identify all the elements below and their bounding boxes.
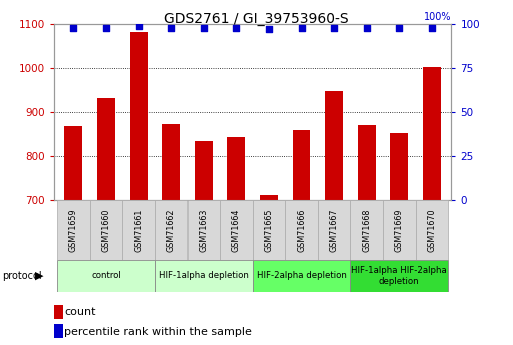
Bar xyxy=(57,260,155,292)
Bar xyxy=(416,200,448,260)
Point xyxy=(69,25,77,30)
Bar xyxy=(350,200,383,260)
Point xyxy=(395,25,403,30)
Point xyxy=(298,25,306,30)
Point xyxy=(134,23,143,29)
Text: GSM71659: GSM71659 xyxy=(69,208,78,252)
Text: GSM71664: GSM71664 xyxy=(232,209,241,252)
Bar xyxy=(285,200,318,260)
Bar xyxy=(253,200,285,260)
Bar xyxy=(65,126,83,345)
Text: GSM71662: GSM71662 xyxy=(167,208,175,252)
Text: count: count xyxy=(64,307,95,317)
Bar xyxy=(155,200,187,260)
Bar xyxy=(57,200,90,260)
Bar xyxy=(423,67,441,345)
Text: GSM71665: GSM71665 xyxy=(264,208,273,252)
Text: GSM71670: GSM71670 xyxy=(427,208,437,252)
Text: HIF-1alpha depletion: HIF-1alpha depletion xyxy=(159,272,249,280)
Point xyxy=(428,25,436,30)
Bar xyxy=(253,260,350,292)
Bar xyxy=(260,195,278,345)
Bar xyxy=(97,98,115,345)
Bar xyxy=(318,200,350,260)
Point xyxy=(167,25,175,30)
Point xyxy=(200,25,208,30)
Bar xyxy=(195,141,213,345)
Bar xyxy=(162,125,180,345)
Text: ▶: ▶ xyxy=(35,271,44,281)
Text: GSM71668: GSM71668 xyxy=(362,209,371,252)
Bar xyxy=(292,130,310,345)
Text: GSM71660: GSM71660 xyxy=(102,209,110,252)
Bar xyxy=(325,91,343,345)
Bar xyxy=(130,32,148,345)
Bar xyxy=(358,125,376,345)
Text: GSM71663: GSM71663 xyxy=(199,209,208,252)
Bar xyxy=(383,200,416,260)
Bar xyxy=(227,137,245,345)
Bar xyxy=(122,200,155,260)
Text: protocol: protocol xyxy=(3,271,42,281)
Point xyxy=(232,25,241,30)
Text: control: control xyxy=(91,272,121,280)
Bar xyxy=(350,260,448,292)
Bar xyxy=(390,133,408,345)
Point xyxy=(102,25,110,30)
Text: GSM71667: GSM71667 xyxy=(330,208,339,252)
Text: GSM71661: GSM71661 xyxy=(134,209,143,252)
Bar xyxy=(220,200,252,260)
Text: HIF-2alpha depletion: HIF-2alpha depletion xyxy=(256,272,346,280)
Text: GSM71666: GSM71666 xyxy=(297,209,306,252)
Bar xyxy=(155,260,252,292)
Text: 100%: 100% xyxy=(424,12,451,22)
Text: GSM71669: GSM71669 xyxy=(395,208,404,252)
Point xyxy=(363,25,371,30)
Text: percentile rank within the sample: percentile rank within the sample xyxy=(64,327,252,337)
Text: GDS2761 / GI_39753960-S: GDS2761 / GI_39753960-S xyxy=(164,12,349,26)
Text: HIF-1alpha HIF-2alpha
depletion: HIF-1alpha HIF-2alpha depletion xyxy=(351,266,447,286)
Point xyxy=(330,25,338,30)
Bar xyxy=(188,200,220,260)
Bar xyxy=(90,200,122,260)
Point xyxy=(265,27,273,32)
